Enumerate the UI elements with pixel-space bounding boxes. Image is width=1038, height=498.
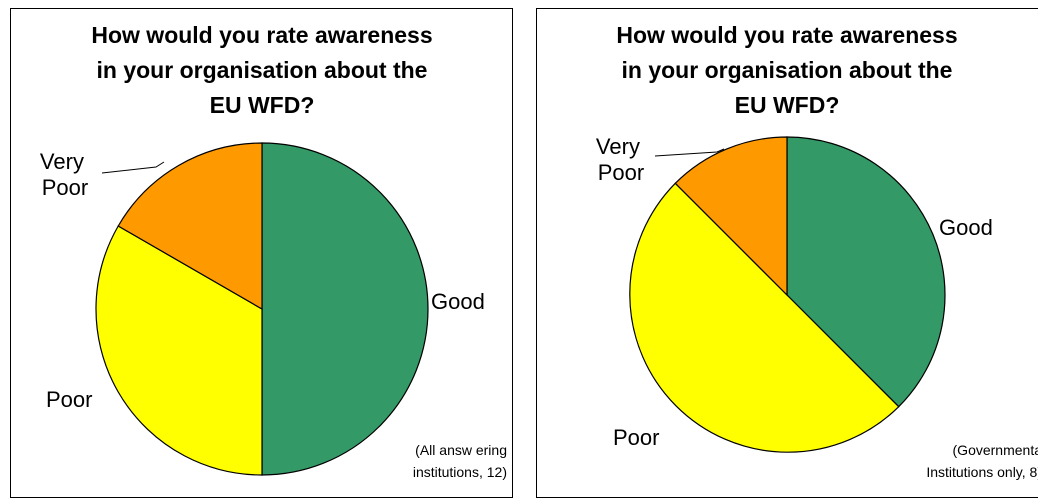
pie-slices [629,136,946,453]
chart-title-line-2: in your organisation about the [97,57,428,83]
pie-chart-all-institutions: How would you rate awareness in your org… [40,22,507,480]
slice-label-good: Good [939,215,993,240]
sample-note-line-2: Institutions only, 8) [926,464,1038,480]
sample-note-line-1: (Governmenta [953,442,1038,458]
slice-label-very-poor: Very Poor [40,149,90,200]
chart-title-line-2: in your organisation about the [622,57,953,83]
chart-title-line-1: How would you rate awareness [91,22,432,48]
sample-note-line-2: institutions, 12) [413,464,507,480]
pie-chart-governmental-institutions: How would you rate awareness in your org… [596,22,1038,480]
pie-slice-very-poor [117,142,263,311]
pie-slice-very-poor [674,136,788,297]
slice-label-very-poor-line-2: Poor [598,160,644,185]
pie-slice-good [786,136,946,408]
pie-slices [95,142,429,476]
slice-label-very-poor-line-2: Poor [42,175,88,200]
chart-panel-governmental-institutions: How would you rate awareness in your org… [536,8,1038,498]
slice-label-very-poor-line-1: Very [596,134,640,159]
chart-title-line-1: How would you rate awareness [616,22,957,48]
very-poor-leader-line [654,148,725,157]
sample-note-line-1: (All answ ering [415,442,507,458]
chart-title-line-3: EU WFD? [210,92,315,118]
very-poor-leader-line [101,161,165,174]
slice-label-poor: Poor [613,425,659,450]
pie-slice-poor [95,225,263,476]
slice-label-poor: Poor [46,387,92,412]
slice-label-good: Good [431,289,485,314]
chart-panel-all-institutions: How would you rate awareness in your org… [10,8,513,498]
pie-slice-good [261,142,429,476]
slice-label-very-poor: Very Poor [596,134,646,185]
chart-title-line-3: EU WFD? [735,92,840,118]
pie-slice-poor [629,182,900,453]
slice-label-very-poor-line-1: Very [40,149,84,174]
